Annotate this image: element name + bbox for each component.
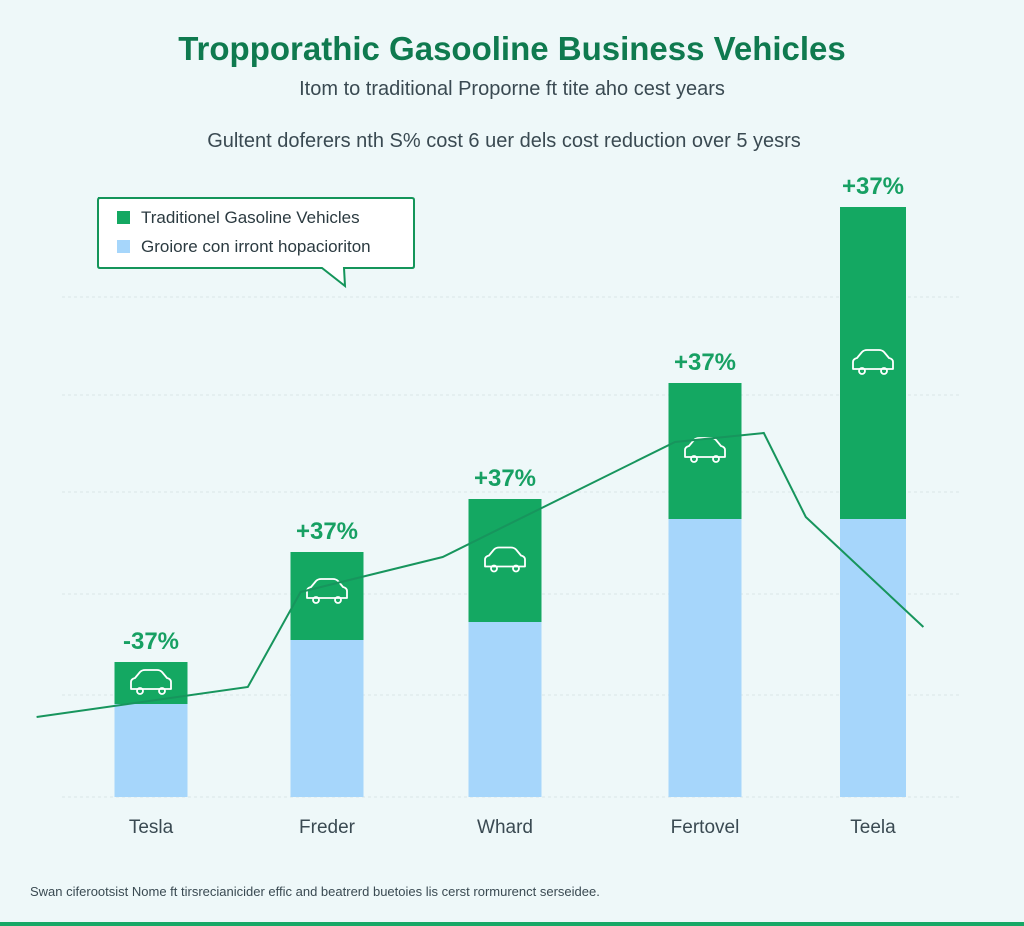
car-icon-wheel — [312, 596, 320, 604]
bar-lower-1 — [290, 640, 364, 797]
x-tick-label: Teela — [850, 817, 896, 838]
legend-label-second: Groiore con irront hopacioriton — [141, 237, 371, 256]
trend-line — [36, 431, 925, 718]
chart-title: Tropporathic Gasooline Business Vehicles — [178, 30, 846, 67]
x-tick-label: Freder — [299, 817, 356, 838]
car-icon-wheel — [690, 455, 698, 463]
car-icon-body — [306, 578, 348, 599]
car-icon-wheel — [512, 564, 520, 573]
bar-lower-2 — [468, 622, 542, 797]
legend-label-traditional: Traditionel Gasoline Vehicles — [141, 208, 360, 227]
bar-value-label: +37% — [474, 465, 536, 492]
bar-value-label: +37% — [842, 173, 904, 200]
legend-swatch-second — [117, 240, 130, 253]
car-icon-wheel — [158, 687, 166, 695]
bar-upper-2 — [468, 499, 542, 622]
bar-upper-4 — [840, 207, 906, 519]
car-icon-wheel — [136, 687, 144, 695]
car-icon — [130, 669, 172, 695]
car-icon — [852, 349, 894, 375]
x-tick-label: Tesla — [129, 817, 174, 838]
car-icon — [306, 578, 348, 604]
car-icon — [484, 546, 526, 573]
car-icon-body — [852, 349, 894, 370]
bar-lower-4 — [840, 519, 906, 797]
label-layer: -37% Tesla +37% Freder +37% Whard +37% Fertovel… — [123, 173, 904, 838]
car-icon-body — [484, 546, 526, 568]
legend-box — [97, 197, 415, 289]
bar-value-label: +37% — [674, 349, 736, 376]
x-tick-label: Fertovel — [671, 817, 740, 838]
bar-value-label: +37% — [296, 518, 358, 545]
chart-subtitle: Itom to traditional Proporne ft tite aho… — [299, 78, 725, 100]
legend: Traditionel Gasoline Vehicles Groiore co… — [97, 197, 415, 289]
source-note: Swan ciferootsist Nome ft tirsrecianicid… — [30, 884, 600, 899]
car-icon-body — [130, 669, 172, 690]
bar-value-label: -37% — [123, 628, 179, 655]
chart-caption: Gultent doferers nth S% cost 6 uer dels … — [207, 130, 801, 152]
x-tick-label: Whard — [477, 817, 533, 838]
car-icon-wheel — [858, 367, 866, 375]
bar-lower-0 — [114, 704, 188, 797]
bar-layer — [114, 207, 906, 797]
bar-upper-1 — [290, 552, 364, 640]
car-icon-wheel — [490, 564, 498, 573]
footer-rule — [0, 922, 1024, 926]
legend-swatch-traditional — [117, 211, 130, 224]
car-icon-wheel — [880, 367, 888, 375]
bar-lower-3 — [668, 519, 742, 797]
car-icon-wheel — [334, 596, 342, 604]
car-icon-wheel — [712, 455, 720, 463]
trend-layer — [36, 431, 925, 718]
bar-upper-3 — [668, 383, 742, 519]
